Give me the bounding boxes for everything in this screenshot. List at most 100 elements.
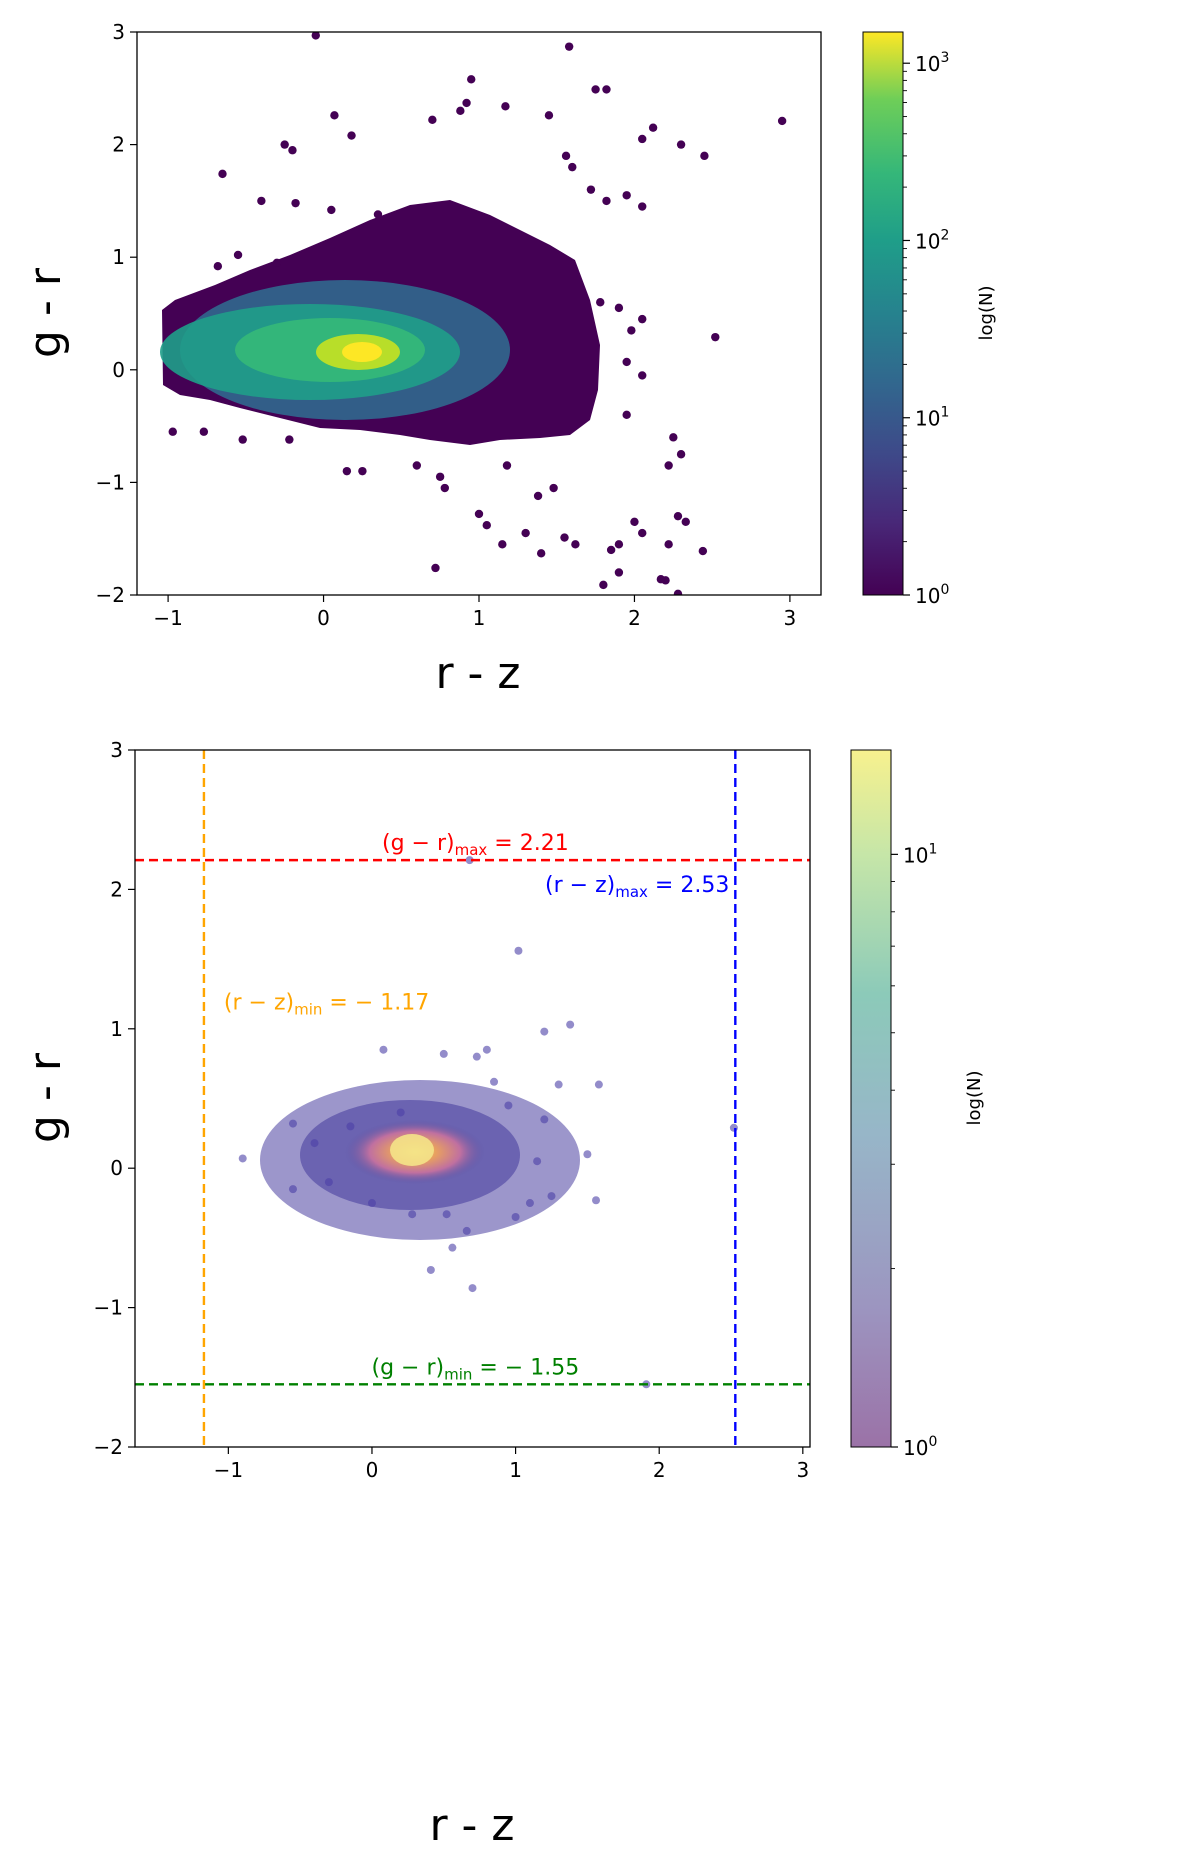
density-peak (390, 1134, 434, 1166)
outlier-point (664, 540, 673, 549)
data-point (468, 1284, 477, 1293)
outlier-point (428, 115, 437, 125)
y-tick-label: 3 (112, 20, 125, 44)
data-point (729, 1123, 738, 1132)
outlier-point (614, 303, 624, 313)
data-point (238, 1154, 247, 1163)
outlier-point (561, 151, 571, 161)
y-tick-label: 0 (112, 358, 125, 382)
colorbar-ticks: 100 101 102 103 (903, 50, 949, 608)
data-point (540, 1115, 549, 1124)
outlier-point (347, 131, 356, 140)
outlier-point (456, 106, 465, 116)
colorbar-label: log(N) (976, 286, 997, 341)
outlier-point (676, 450, 686, 459)
colorbar-tick-label: 103 (915, 50, 949, 76)
reference-line-label: (g − r)min = − 1.55 (371, 1355, 579, 1383)
colorbar (850, 749, 892, 1448)
colorbar-tick-label: 102 (915, 227, 949, 253)
y-tick-label: 2 (110, 877, 123, 901)
panel-top: −1 0 1 2 3 −2 −1 0 1 2 3 r - z g - r 100 101 102 103… (20, 20, 997, 699)
data-point (504, 1101, 513, 1110)
outlier-point (199, 427, 209, 436)
data-point (547, 1192, 556, 1201)
outlier-point (233, 250, 243, 260)
y-tick-label: −1 (96, 470, 125, 494)
outlier-point (622, 410, 631, 420)
x-tick-label: 0 (366, 1458, 379, 1482)
data-point (511, 1212, 520, 1221)
outlier-point (288, 146, 297, 155)
outlier-point (571, 540, 580, 549)
colorbar-tick-label: 100 (915, 582, 949, 608)
outlier-point (669, 433, 678, 442)
data-point (324, 1178, 333, 1187)
y-axis-label: g - r (20, 267, 71, 358)
y-tick-label: −1 (94, 1296, 123, 1320)
outlier-point (549, 483, 558, 493)
outlier-point (435, 472, 445, 481)
outlier-point (342, 466, 352, 476)
outlier-point (501, 102, 510, 111)
outlier-point (311, 32, 320, 40)
data-point (514, 946, 523, 955)
colorbar-ticks: 100 101 (891, 841, 937, 1460)
x-tick-label: 3 (796, 1458, 809, 1482)
data-point (592, 1196, 601, 1205)
outlier-point (467, 75, 476, 84)
data-point (448, 1243, 457, 1252)
y-tick-label: 2 (112, 133, 125, 157)
panel-bottom: (g − r)max = 2.21 (g − r)min = − 1.55 (r −… (20, 738, 985, 1851)
outlier-point (536, 549, 546, 558)
outlier-point (638, 528, 647, 538)
reference-line-label: (g − r)max = 2.21 (382, 831, 569, 859)
colorbar (862, 31, 904, 596)
outlier-point (431, 563, 440, 573)
outlier-point (596, 298, 605, 307)
annotations: (g − r)max = 2.21 (g − r)min = − 1.55 (r −… (224, 831, 729, 1383)
outlier-point (614, 540, 624, 549)
reference-line-label: (r − z)min = − 1.17 (224, 990, 429, 1018)
data-point (439, 1049, 448, 1058)
data-point (426, 1265, 435, 1274)
data-point (462, 1226, 471, 1235)
outlier-point (462, 98, 471, 108)
data-point (379, 1045, 388, 1054)
x-axis-label: r - z (435, 648, 520, 699)
data-point (465, 856, 474, 865)
outlier-point (711, 332, 720, 342)
y-tick-label: 1 (112, 245, 125, 269)
x-tick-label: −1 (214, 1458, 243, 1482)
data-point (346, 1122, 355, 1131)
axes-frame (134, 749, 811, 1448)
outlier-point (591, 85, 600, 94)
data-point (482, 1045, 491, 1054)
outlier-point (638, 134, 647, 144)
outlier-point (412, 461, 422, 470)
outlier-point (599, 580, 608, 590)
outlier-point (521, 528, 530, 538)
x-tick-label: 2 (628, 606, 641, 630)
colorbar-tick-label: 100 (903, 1434, 937, 1460)
data-point (310, 1139, 319, 1148)
y-axis-label: g - r (20, 1052, 71, 1143)
x-tick-label: 1 (509, 1458, 522, 1482)
data-point (472, 1052, 481, 1061)
y-tick-label: 0 (110, 1156, 123, 1180)
y-tick-label: −2 (96, 583, 125, 607)
density-region (160, 200, 600, 445)
data-points (238, 856, 738, 1389)
outlier-point (568, 162, 577, 172)
outlier-point (777, 116, 787, 126)
outlier-point (602, 196, 611, 206)
outlier-point (257, 196, 266, 206)
x-tick-label: 1 (473, 606, 486, 630)
data-point (288, 1185, 297, 1194)
outlier-point (700, 151, 709, 161)
outlier-point (638, 202, 647, 211)
data-point (525, 1199, 534, 1208)
outlier-point (272, 258, 282, 268)
x-tick-label: 3 (784, 606, 797, 630)
outlier-point (213, 262, 223, 271)
data-point (566, 1020, 575, 1029)
